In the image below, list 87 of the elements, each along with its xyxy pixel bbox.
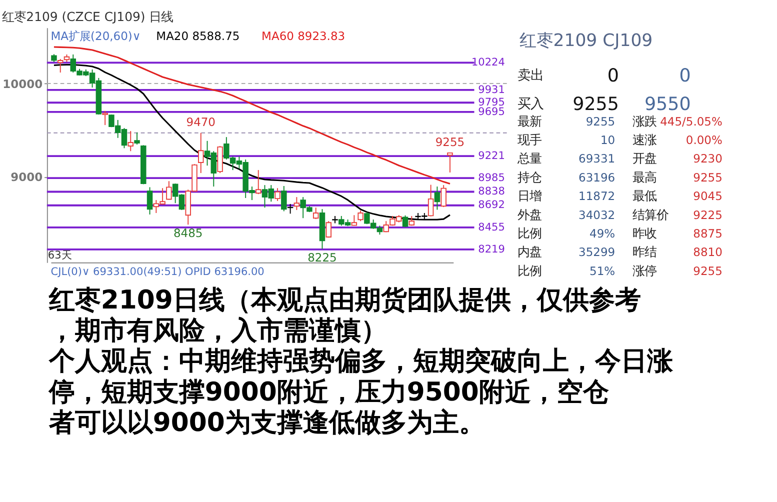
text: 8810 [693, 245, 722, 260]
candlestick [447, 152, 453, 173]
candlestick [440, 184, 446, 208]
candlestick [434, 186, 440, 210]
text: 49% [590, 226, 616, 240]
candlestick [274, 188, 280, 202]
text: 红枣2109日线（本观点由期货团队提供，仅供参考，期市有风险，入市需谨慎） [48, 285, 641, 346]
chart-title: 红枣2109 (CZCE CJ109) 日线 [2, 8, 174, 24]
text: MA60 8923.83 [262, 29, 346, 44]
text: 外盘 [517, 206, 542, 222]
text: 最低 [632, 188, 656, 204]
text: 35299 [578, 245, 616, 260]
text: 9550 [644, 94, 691, 116]
candlestick [312, 207, 319, 220]
ref-line-label: 8455 [478, 221, 505, 234]
candlestick [128, 130, 134, 152]
text: 9230 [693, 152, 722, 166]
text: 10 [600, 133, 616, 148]
ref-line-label: 8219 [478, 243, 505, 256]
candlestick [351, 214, 358, 226]
text: 买入 [517, 97, 544, 112]
text: 0 [607, 65, 619, 86]
text: 0.00% [686, 133, 722, 148]
text: 日增 [517, 188, 542, 204]
text: 34032 [578, 208, 616, 222]
text: 涨跌 [632, 113, 656, 128]
text: 8875 [693, 226, 722, 240]
annotation: 8225 [308, 250, 337, 264]
text: 0 [679, 65, 691, 86]
text: 9255 [693, 264, 722, 278]
text: 9255 [693, 170, 722, 184]
annotation: 8485 [173, 226, 203, 240]
y-tick-label: 9000 [10, 170, 43, 184]
y-tick-label: 10000 [2, 76, 43, 91]
ref-line-label: 9795 [478, 96, 505, 108]
text: 总量 [516, 150, 542, 166]
text: 9255 [586, 114, 616, 128]
text: MA20 8588.75 [156, 29, 240, 44]
text: 9225 [693, 208, 722, 222]
text: 昨结 [632, 244, 656, 260]
candlestick [102, 110, 108, 126]
text: 现手 [517, 132, 542, 148]
text: CJL(0)∨ 69331.00(49:51) OPID 63196.00 [50, 266, 264, 278]
annotation: 9255 [435, 135, 465, 150]
text: 9045 [693, 189, 722, 204]
candlestick [402, 214, 408, 228]
text: 内盘 [517, 244, 542, 260]
candlestick [287, 203, 294, 214]
legend-title: MA扩展(20,60)∨ [50, 29, 141, 44]
text: 昨收 [632, 225, 656, 240]
text: 最新 [517, 113, 542, 128]
annotation: 9470 [186, 115, 216, 130]
ref-line-label: 9695 [478, 106, 505, 118]
ref-line-label: 8692 [478, 199, 505, 212]
candlestick [255, 170, 262, 195]
ref-line-label: 8985 [478, 172, 505, 184]
ref-line-label: 9931 [478, 84, 505, 96]
candlestick [166, 180, 172, 200]
text: 比例 [517, 225, 542, 240]
candlestick [146, 186, 153, 215]
candlestick [326, 220, 332, 238]
ref-line-label: 10224 [471, 56, 506, 69]
text: 11872 [578, 189, 616, 204]
text: 涨停 [632, 262, 656, 278]
candlestick [57, 58, 64, 74]
text: 开盘 [632, 150, 656, 166]
text: 个人观点：中期维持强势偏多，短期突破向上，今日涨停，短期支撑9000附近，压力9500附近，空仓者可以以9000为支撑逢低做多为主。 [48, 346, 674, 438]
text: 63196 [578, 170, 616, 184]
ref-line-label: 8838 [478, 186, 505, 198]
candlestick [134, 132, 140, 146]
text: 卖出 [517, 68, 544, 84]
candlestick [358, 210, 364, 222]
ref-line-label: 9221 [478, 150, 505, 162]
candlestick [294, 196, 300, 210]
text: 最高 [632, 169, 656, 184]
text: 69331 [578, 152, 616, 166]
candlestick [198, 132, 204, 174]
text: 445/5.05% [660, 114, 722, 128]
text: 9255 [572, 94, 619, 116]
text: 持仓 [517, 169, 542, 184]
text: 红枣2109 CJ109 [519, 30, 653, 51]
candlestick [281, 186, 287, 212]
text: 51% [590, 264, 616, 278]
text: 速涨 [632, 132, 656, 148]
text: 比例 [517, 262, 542, 278]
text: 结算价 [632, 206, 668, 222]
annotation: 63天 [48, 250, 72, 262]
